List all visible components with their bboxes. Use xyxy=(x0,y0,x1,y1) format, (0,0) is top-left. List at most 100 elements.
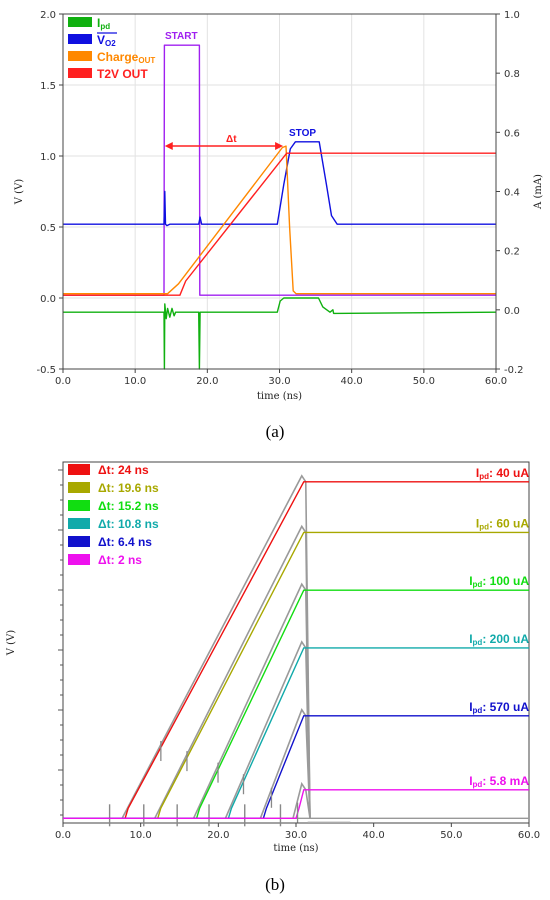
series-group-b xyxy=(63,474,529,827)
legend-label: Δt: 6.4 ns xyxy=(98,535,152,549)
y-tick-label: 0.0 xyxy=(40,294,56,305)
y-tick-label: -0.5 xyxy=(36,365,56,376)
panel-label-a: (a) xyxy=(266,422,285,441)
legend-label-sub: O2 xyxy=(105,39,116,48)
legend-label: ChargeOUT xyxy=(97,50,155,65)
y2-tick-label: 0.0 xyxy=(504,306,520,317)
legend-label: Δt: 10.8 ns xyxy=(98,517,159,531)
y-tick-label: 1.0 xyxy=(40,152,56,163)
legend-label-sub: OUT xyxy=(138,56,155,65)
x-tick-label: 20.0 xyxy=(196,376,218,387)
current-label-main: I xyxy=(469,632,472,646)
x-tick-label: 10.0 xyxy=(124,376,146,387)
y-axis-label: V (V) xyxy=(6,630,17,657)
y2-tick-label: 1.0 xyxy=(504,10,520,21)
series-line xyxy=(63,531,529,820)
series-line xyxy=(63,152,496,296)
current-label-main: I xyxy=(469,700,472,714)
series-line xyxy=(63,589,529,820)
stop-label: STOP xyxy=(289,128,316,139)
current-label-main: I xyxy=(469,574,472,588)
y-tick-label: 1.5 xyxy=(40,81,56,92)
legend-swatch xyxy=(68,500,90,511)
current-label-sub: pd xyxy=(473,780,483,789)
current-label-value: : 60 uA xyxy=(489,516,529,530)
delta-arrow-head-left xyxy=(164,142,173,150)
x-tick-label: 60.0 xyxy=(518,830,540,841)
current-label-sub: pd xyxy=(473,706,483,715)
annotations-a: START STOP Δt xyxy=(164,31,316,150)
current-label: Ipd: 5.8 mA xyxy=(469,774,529,789)
legend-label: Δt: 15.2 ns xyxy=(98,499,159,513)
current-label-value: : 5.8 mA xyxy=(482,774,529,788)
y2-tick-label: 0.2 xyxy=(504,247,520,258)
x-axis-label: time (ns) xyxy=(273,843,318,854)
legend-label: VO2 xyxy=(97,33,116,48)
current-label-main: I xyxy=(476,466,479,480)
current-label-main: I xyxy=(476,516,479,530)
legend-label: T2V OUT xyxy=(97,67,148,81)
current-label-value: : 100 uA xyxy=(482,574,529,588)
x-tick-label: 40.0 xyxy=(363,830,385,841)
x-tick-label: 0.0 xyxy=(55,830,71,841)
delta-label: Δt xyxy=(226,134,237,145)
y2-tick-label: -0.2 xyxy=(504,365,524,376)
legend-label-main: T2V OUT xyxy=(97,67,148,81)
y-axis-label: V (V) xyxy=(14,179,25,206)
x-tick-label: 60.0 xyxy=(485,376,507,387)
current-label-value: : 200 uA xyxy=(482,632,529,646)
legend-swatch xyxy=(68,518,90,529)
current-label: Ipd: 60 uA xyxy=(476,516,529,531)
chart-a: 0.0 10.0 20.0 30.0 40.0 50.0 60.0-0.50.00.51.0… xyxy=(14,10,544,441)
current-label: Ipd: 100 uA xyxy=(469,574,529,589)
y2-axis-label: A (mA) xyxy=(533,174,544,210)
series-line xyxy=(63,715,529,820)
current-label: Ipd: 40 uA xyxy=(476,466,529,481)
legend-label: Ipd xyxy=(97,16,110,31)
legend-swatch xyxy=(68,34,92,44)
series-line xyxy=(63,141,496,227)
y2-tick-label: 0.6 xyxy=(504,128,520,139)
y2-tick-label: 0.4 xyxy=(504,188,520,199)
series-line xyxy=(63,789,529,820)
x-tick-label: 50.0 xyxy=(440,830,462,841)
series-line xyxy=(63,297,497,370)
axes-a: 0.0 10.0 20.0 30.0 40.0 50.0 60.0-0.50.00.51.0… xyxy=(14,10,544,402)
legend-label: Δt: 2 ns xyxy=(98,553,142,567)
legend-label-sub: pd xyxy=(100,22,110,31)
current-label-sub: pd xyxy=(473,638,483,647)
legend-label: Δt: 19.6 ns xyxy=(98,481,159,495)
charge-ramp xyxy=(292,781,311,819)
delta-arrow-head-right xyxy=(275,142,284,150)
x-tick-label: 40.0 xyxy=(341,376,363,387)
chart-b: 0.0 10.0 20.0 30.0 40.0 50.0 60.0 time (ns) V (V… xyxy=(6,461,540,894)
charge-ramp xyxy=(259,708,311,819)
current-label: Ipd: 570 uA xyxy=(469,700,529,715)
y2-tick-label: 0.8 xyxy=(504,69,520,80)
current-label-value: : 40 uA xyxy=(489,466,529,480)
x-tick-label: 20.0 xyxy=(207,830,229,841)
legend-label: Δt: 24 ns xyxy=(98,463,149,477)
series-group-a xyxy=(63,44,497,370)
legend-swatch xyxy=(68,51,92,61)
current-label-value: : 570 uA xyxy=(482,700,529,714)
current-label-sub: pd xyxy=(479,472,489,481)
legend-a: Ipd VO2 ChargeOUT T2V OUT xyxy=(68,16,155,81)
legend-swatch xyxy=(68,464,90,475)
legend-label-main: I xyxy=(97,16,100,30)
series-line xyxy=(63,145,496,295)
legend-label-main: V xyxy=(97,33,105,47)
legend-swatch xyxy=(68,554,90,565)
charge-ramp xyxy=(224,640,311,819)
legend-label-main: Charge xyxy=(97,50,139,64)
legend-b: Δt: 24 ns Δt: 19.6 ns Δt: 15.2 ns Δt: 10.8 … xyxy=(68,463,159,567)
y-tick-label: 2.0 xyxy=(40,10,56,21)
x-axis-label: time (ns) xyxy=(257,391,302,402)
current-label-sub: pd xyxy=(479,522,489,531)
legend-swatch xyxy=(68,68,92,78)
current-label: Ipd: 200 uA xyxy=(469,632,529,647)
x-tick-label: 0.0 xyxy=(55,376,71,387)
x-tick-label: 10.0 xyxy=(130,830,152,841)
panel-label-b: (b) xyxy=(265,875,285,894)
